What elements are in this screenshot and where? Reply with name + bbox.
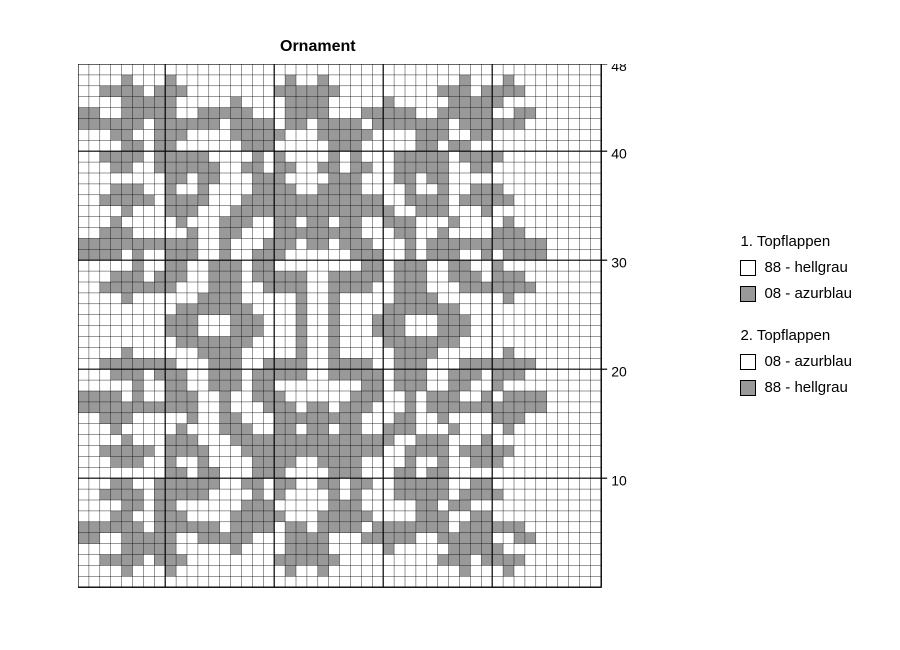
page: Ornament 4840302010 1. Topflappen88 - he… [0, 0, 900, 650]
legend-swatch [740, 260, 756, 276]
legend-swatch [740, 380, 756, 396]
pattern-grid-svg: 48 40 30 20 10 [78, 64, 641, 589]
svg-text:40: 40 [611, 145, 627, 161]
legend-group: 1. Topflappen88 - hellgrau08 - azurblau [740, 230, 852, 306]
pattern-chart: 48 40 30 20 10 [78, 64, 641, 594]
legend-label: 08 - azurblau [764, 350, 852, 374]
legend-swatch [740, 354, 756, 370]
legend-group-title: 1. Topflappen [740, 230, 852, 254]
svg-text:30: 30 [611, 254, 627, 270]
legend-item: 88 - hellgrau [740, 376, 852, 400]
legend-label: 88 - hellgrau [764, 376, 847, 400]
legend-label: 08 - azurblau [764, 282, 852, 306]
legend-item: 08 - azurblau [740, 282, 852, 306]
svg-text:10: 10 [611, 472, 627, 488]
legend-item: 08 - azurblau [740, 350, 852, 374]
svg-text:20: 20 [611, 363, 627, 379]
legend-group-title: 2. Topflappen [740, 324, 852, 348]
chart-title: Ornament [280, 38, 356, 56]
legend-item: 88 - hellgrau [740, 256, 852, 280]
legend: 1. Topflappen88 - hellgrau08 - azurblau2… [740, 230, 852, 418]
legend-swatch [740, 286, 756, 302]
svg-text:48: 48 [611, 64, 627, 74]
legend-label: 88 - hellgrau [764, 256, 847, 280]
legend-group: 2. Topflappen08 - azurblau88 - hellgrau [740, 324, 852, 400]
